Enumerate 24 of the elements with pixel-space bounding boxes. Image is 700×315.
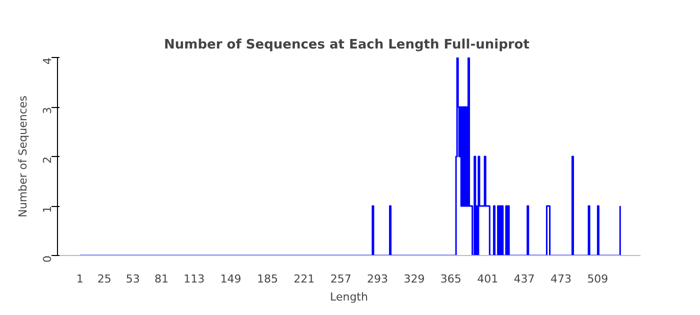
x-tick-label: 221: [294, 272, 315, 286]
x-tick-label: 149: [220, 272, 242, 286]
x-tick-label: 437: [514, 272, 535, 286]
y-axis-title: Number of Sequences: [16, 95, 30, 218]
x-tick-label: 81: [154, 272, 168, 286]
x-tick-label: 25: [97, 272, 112, 286]
y-tick-label: 3: [41, 107, 54, 114]
x-tick-label: 113: [184, 272, 205, 286]
x-tick-label: 509: [587, 272, 608, 286]
x-tick-label: 1: [76, 272, 84, 286]
x-tick-label: 257: [330, 272, 352, 286]
y-tick-label: 1: [41, 206, 54, 213]
y-tick-label: 2: [41, 156, 54, 164]
x-tick-label: 329: [404, 272, 425, 286]
y-tick-label: 4: [41, 58, 54, 64]
x-tick-label: 293: [367, 272, 388, 286]
x-tick-label: 185: [256, 272, 278, 286]
x-tick-label: 401: [477, 272, 498, 286]
x-tick-label: 473: [550, 272, 572, 286]
chart-title: Number of Sequences at Each Length Full-uniprot: [164, 38, 530, 52]
x-axis-title: Length: [330, 290, 368, 304]
x-tick-label: 365: [440, 272, 462, 286]
y-tick-label: 0: [41, 256, 54, 262]
x-tick-label: 53: [126, 272, 140, 286]
